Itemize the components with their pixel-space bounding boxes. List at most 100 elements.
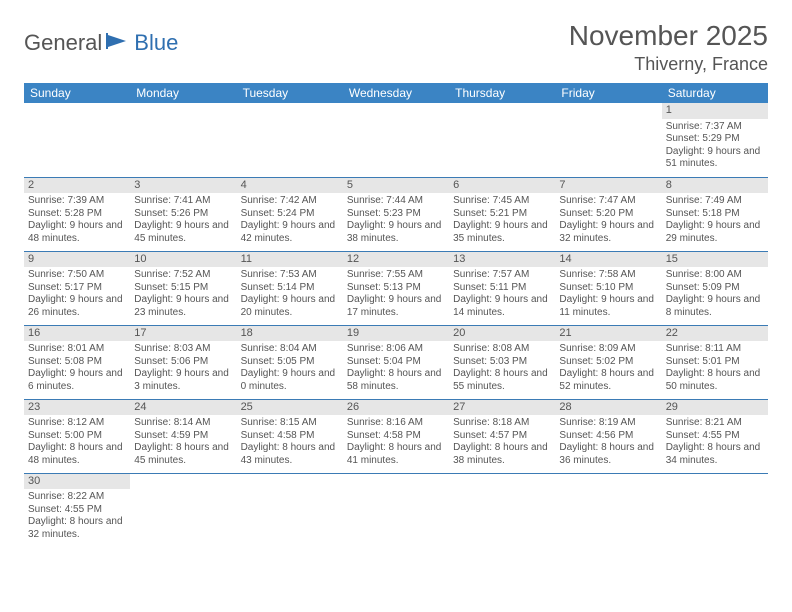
daylight-text: Daylight: 9 hours and 48 minutes.: [28, 220, 126, 245]
sunrise-text: Sunrise: 8:16 AM: [347, 417, 445, 430]
daylight-text: Daylight: 9 hours and 11 minutes.: [559, 294, 657, 319]
calendar-cell: 28 Sunrise: 8:19 AM Sunset: 4:56 PM Dayl…: [555, 399, 661, 473]
calendar-row: 2 Sunrise: 7:39 AM Sunset: 5:28 PM Dayli…: [24, 177, 768, 251]
sunrise-text: Sunrise: 7:39 AM: [28, 195, 126, 208]
daylight-text: Daylight: 9 hours and 6 minutes.: [28, 368, 126, 393]
sunrise-text: Sunrise: 7:44 AM: [347, 195, 445, 208]
calendar-cell: 16 Sunrise: 8:01 AM Sunset: 5:08 PM Dayl…: [24, 325, 130, 399]
calendar-cell-empty: [130, 473, 236, 547]
sunrise-text: Sunrise: 8:00 AM: [666, 269, 764, 282]
day-body: Sunrise: 8:04 AM Sunset: 5:05 PM Dayligh…: [237, 341, 343, 397]
sunrise-text: Sunrise: 7:47 AM: [559, 195, 657, 208]
calendar-cell: 19 Sunrise: 8:06 AM Sunset: 5:04 PM Dayl…: [343, 325, 449, 399]
daylight-text: Daylight: 9 hours and 42 minutes.: [241, 220, 339, 245]
day-body: Sunrise: 8:22 AM Sunset: 4:55 PM Dayligh…: [24, 489, 130, 545]
calendar-cell-empty: [449, 473, 555, 547]
daylight-text: Daylight: 9 hours and 17 minutes.: [347, 294, 445, 319]
day-body: Sunrise: 8:09 AM Sunset: 5:02 PM Dayligh…: [555, 341, 661, 397]
daylight-text: Daylight: 8 hours and 45 minutes.: [134, 442, 232, 467]
day-body: Sunrise: 8:19 AM Sunset: 4:56 PM Dayligh…: [555, 415, 661, 471]
calendar-cell: 13 Sunrise: 7:57 AM Sunset: 5:11 PM Dayl…: [449, 251, 555, 325]
weekday-header: Thursday: [449, 83, 555, 103]
logo: General Blue: [24, 20, 178, 56]
sunset-text: Sunset: 5:29 PM: [666, 133, 764, 146]
sunset-text: Sunset: 5:09 PM: [666, 282, 764, 295]
sunrise-text: Sunrise: 8:08 AM: [453, 343, 551, 356]
day-number: 8: [662, 178, 768, 194]
day-body: Sunrise: 8:08 AM Sunset: 5:03 PM Dayligh…: [449, 341, 555, 397]
daylight-text: Daylight: 8 hours and 48 minutes.: [28, 442, 126, 467]
weekday-header: Friday: [555, 83, 661, 103]
weekday-header: Sunday: [24, 83, 130, 103]
sunrise-text: Sunrise: 7:45 AM: [453, 195, 551, 208]
sunrise-text: Sunrise: 8:04 AM: [241, 343, 339, 356]
calendar-cell-empty: [343, 103, 449, 177]
sunrise-text: Sunrise: 7:55 AM: [347, 269, 445, 282]
sunrise-text: Sunrise: 8:21 AM: [666, 417, 764, 430]
calendar-cell-empty: [343, 473, 449, 547]
sunset-text: Sunset: 5:04 PM: [347, 356, 445, 369]
day-body: Sunrise: 7:53 AM Sunset: 5:14 PM Dayligh…: [237, 267, 343, 323]
day-number: 23: [24, 400, 130, 416]
calendar-cell: 11 Sunrise: 7:53 AM Sunset: 5:14 PM Dayl…: [237, 251, 343, 325]
sunrise-text: Sunrise: 8:12 AM: [28, 417, 126, 430]
sunrise-text: Sunrise: 8:11 AM: [666, 343, 764, 356]
sunrise-text: Sunrise: 8:18 AM: [453, 417, 551, 430]
day-body: Sunrise: 7:41 AM Sunset: 5:26 PM Dayligh…: [130, 193, 236, 249]
daylight-text: Daylight: 8 hours and 55 minutes.: [453, 368, 551, 393]
day-body: Sunrise: 7:37 AM Sunset: 5:29 PM Dayligh…: [662, 119, 768, 175]
day-body: Sunrise: 7:44 AM Sunset: 5:23 PM Dayligh…: [343, 193, 449, 249]
day-number: 11: [237, 252, 343, 268]
sunrise-text: Sunrise: 7:49 AM: [666, 195, 764, 208]
sunset-text: Sunset: 4:58 PM: [347, 430, 445, 443]
calendar-row: 30 Sunrise: 8:22 AM Sunset: 4:55 PM Dayl…: [24, 473, 768, 547]
daylight-text: Daylight: 9 hours and 38 minutes.: [347, 220, 445, 245]
day-body: Sunrise: 7:42 AM Sunset: 5:24 PM Dayligh…: [237, 193, 343, 249]
daylight-text: Daylight: 8 hours and 58 minutes.: [347, 368, 445, 393]
day-number: 24: [130, 400, 236, 416]
flag-icon: [106, 33, 130, 54]
calendar-cell: 7 Sunrise: 7:47 AM Sunset: 5:20 PM Dayli…: [555, 177, 661, 251]
calendar-cell-empty: [662, 473, 768, 547]
day-number: 29: [662, 400, 768, 416]
sunset-text: Sunset: 5:24 PM: [241, 208, 339, 221]
day-number: 5: [343, 178, 449, 194]
sunset-text: Sunset: 5:08 PM: [28, 356, 126, 369]
calendar-cell: 4 Sunrise: 7:42 AM Sunset: 5:24 PM Dayli…: [237, 177, 343, 251]
sunrise-text: Sunrise: 7:37 AM: [666, 121, 764, 134]
calendar-cell: 2 Sunrise: 7:39 AM Sunset: 5:28 PM Dayli…: [24, 177, 130, 251]
sunset-text: Sunset: 5:03 PM: [453, 356, 551, 369]
sunset-text: Sunset: 4:58 PM: [241, 430, 339, 443]
sunset-text: Sunset: 5:20 PM: [559, 208, 657, 221]
sunrise-text: Sunrise: 7:50 AM: [28, 269, 126, 282]
sunrise-text: Sunrise: 8:22 AM: [28, 491, 126, 504]
weekday-header-row: Sunday Monday Tuesday Wednesday Thursday…: [24, 83, 768, 103]
daylight-text: Daylight: 8 hours and 52 minutes.: [559, 368, 657, 393]
sunrise-text: Sunrise: 8:06 AM: [347, 343, 445, 356]
day-number: 20: [449, 326, 555, 342]
sunset-text: Sunset: 4:57 PM: [453, 430, 551, 443]
day-body: Sunrise: 8:11 AM Sunset: 5:01 PM Dayligh…: [662, 341, 768, 397]
calendar-cell: 23 Sunrise: 8:12 AM Sunset: 5:00 PM Dayl…: [24, 399, 130, 473]
calendar-cell: 15 Sunrise: 8:00 AM Sunset: 5:09 PM Dayl…: [662, 251, 768, 325]
daylight-text: Daylight: 9 hours and 51 minutes.: [666, 146, 764, 171]
calendar-cell: 12 Sunrise: 7:55 AM Sunset: 5:13 PM Dayl…: [343, 251, 449, 325]
calendar-cell: 10 Sunrise: 7:52 AM Sunset: 5:15 PM Dayl…: [130, 251, 236, 325]
calendar-cell: 1 Sunrise: 7:37 AM Sunset: 5:29 PM Dayli…: [662, 103, 768, 177]
calendar-row: 9 Sunrise: 7:50 AM Sunset: 5:17 PM Dayli…: [24, 251, 768, 325]
calendar-row: 16 Sunrise: 8:01 AM Sunset: 5:08 PM Dayl…: [24, 325, 768, 399]
sunset-text: Sunset: 5:02 PM: [559, 356, 657, 369]
sunrise-text: Sunrise: 7:42 AM: [241, 195, 339, 208]
calendar-cell: 6 Sunrise: 7:45 AM Sunset: 5:21 PM Dayli…: [449, 177, 555, 251]
header-row: General Blue November 2025 Thiverny, Fra…: [24, 20, 768, 75]
daylight-text: Daylight: 8 hours and 43 minutes.: [241, 442, 339, 467]
daylight-text: Daylight: 9 hours and 3 minutes.: [134, 368, 232, 393]
sunrise-text: Sunrise: 8:19 AM: [559, 417, 657, 430]
sunset-text: Sunset: 5:00 PM: [28, 430, 126, 443]
day-body: Sunrise: 8:14 AM Sunset: 4:59 PM Dayligh…: [130, 415, 236, 471]
calendar-cell-empty: [237, 473, 343, 547]
calendar-row: 23 Sunrise: 8:12 AM Sunset: 5:00 PM Dayl…: [24, 399, 768, 473]
calendar-cell: 29 Sunrise: 8:21 AM Sunset: 4:55 PM Dayl…: [662, 399, 768, 473]
sunrise-text: Sunrise: 8:03 AM: [134, 343, 232, 356]
day-number: 22: [662, 326, 768, 342]
